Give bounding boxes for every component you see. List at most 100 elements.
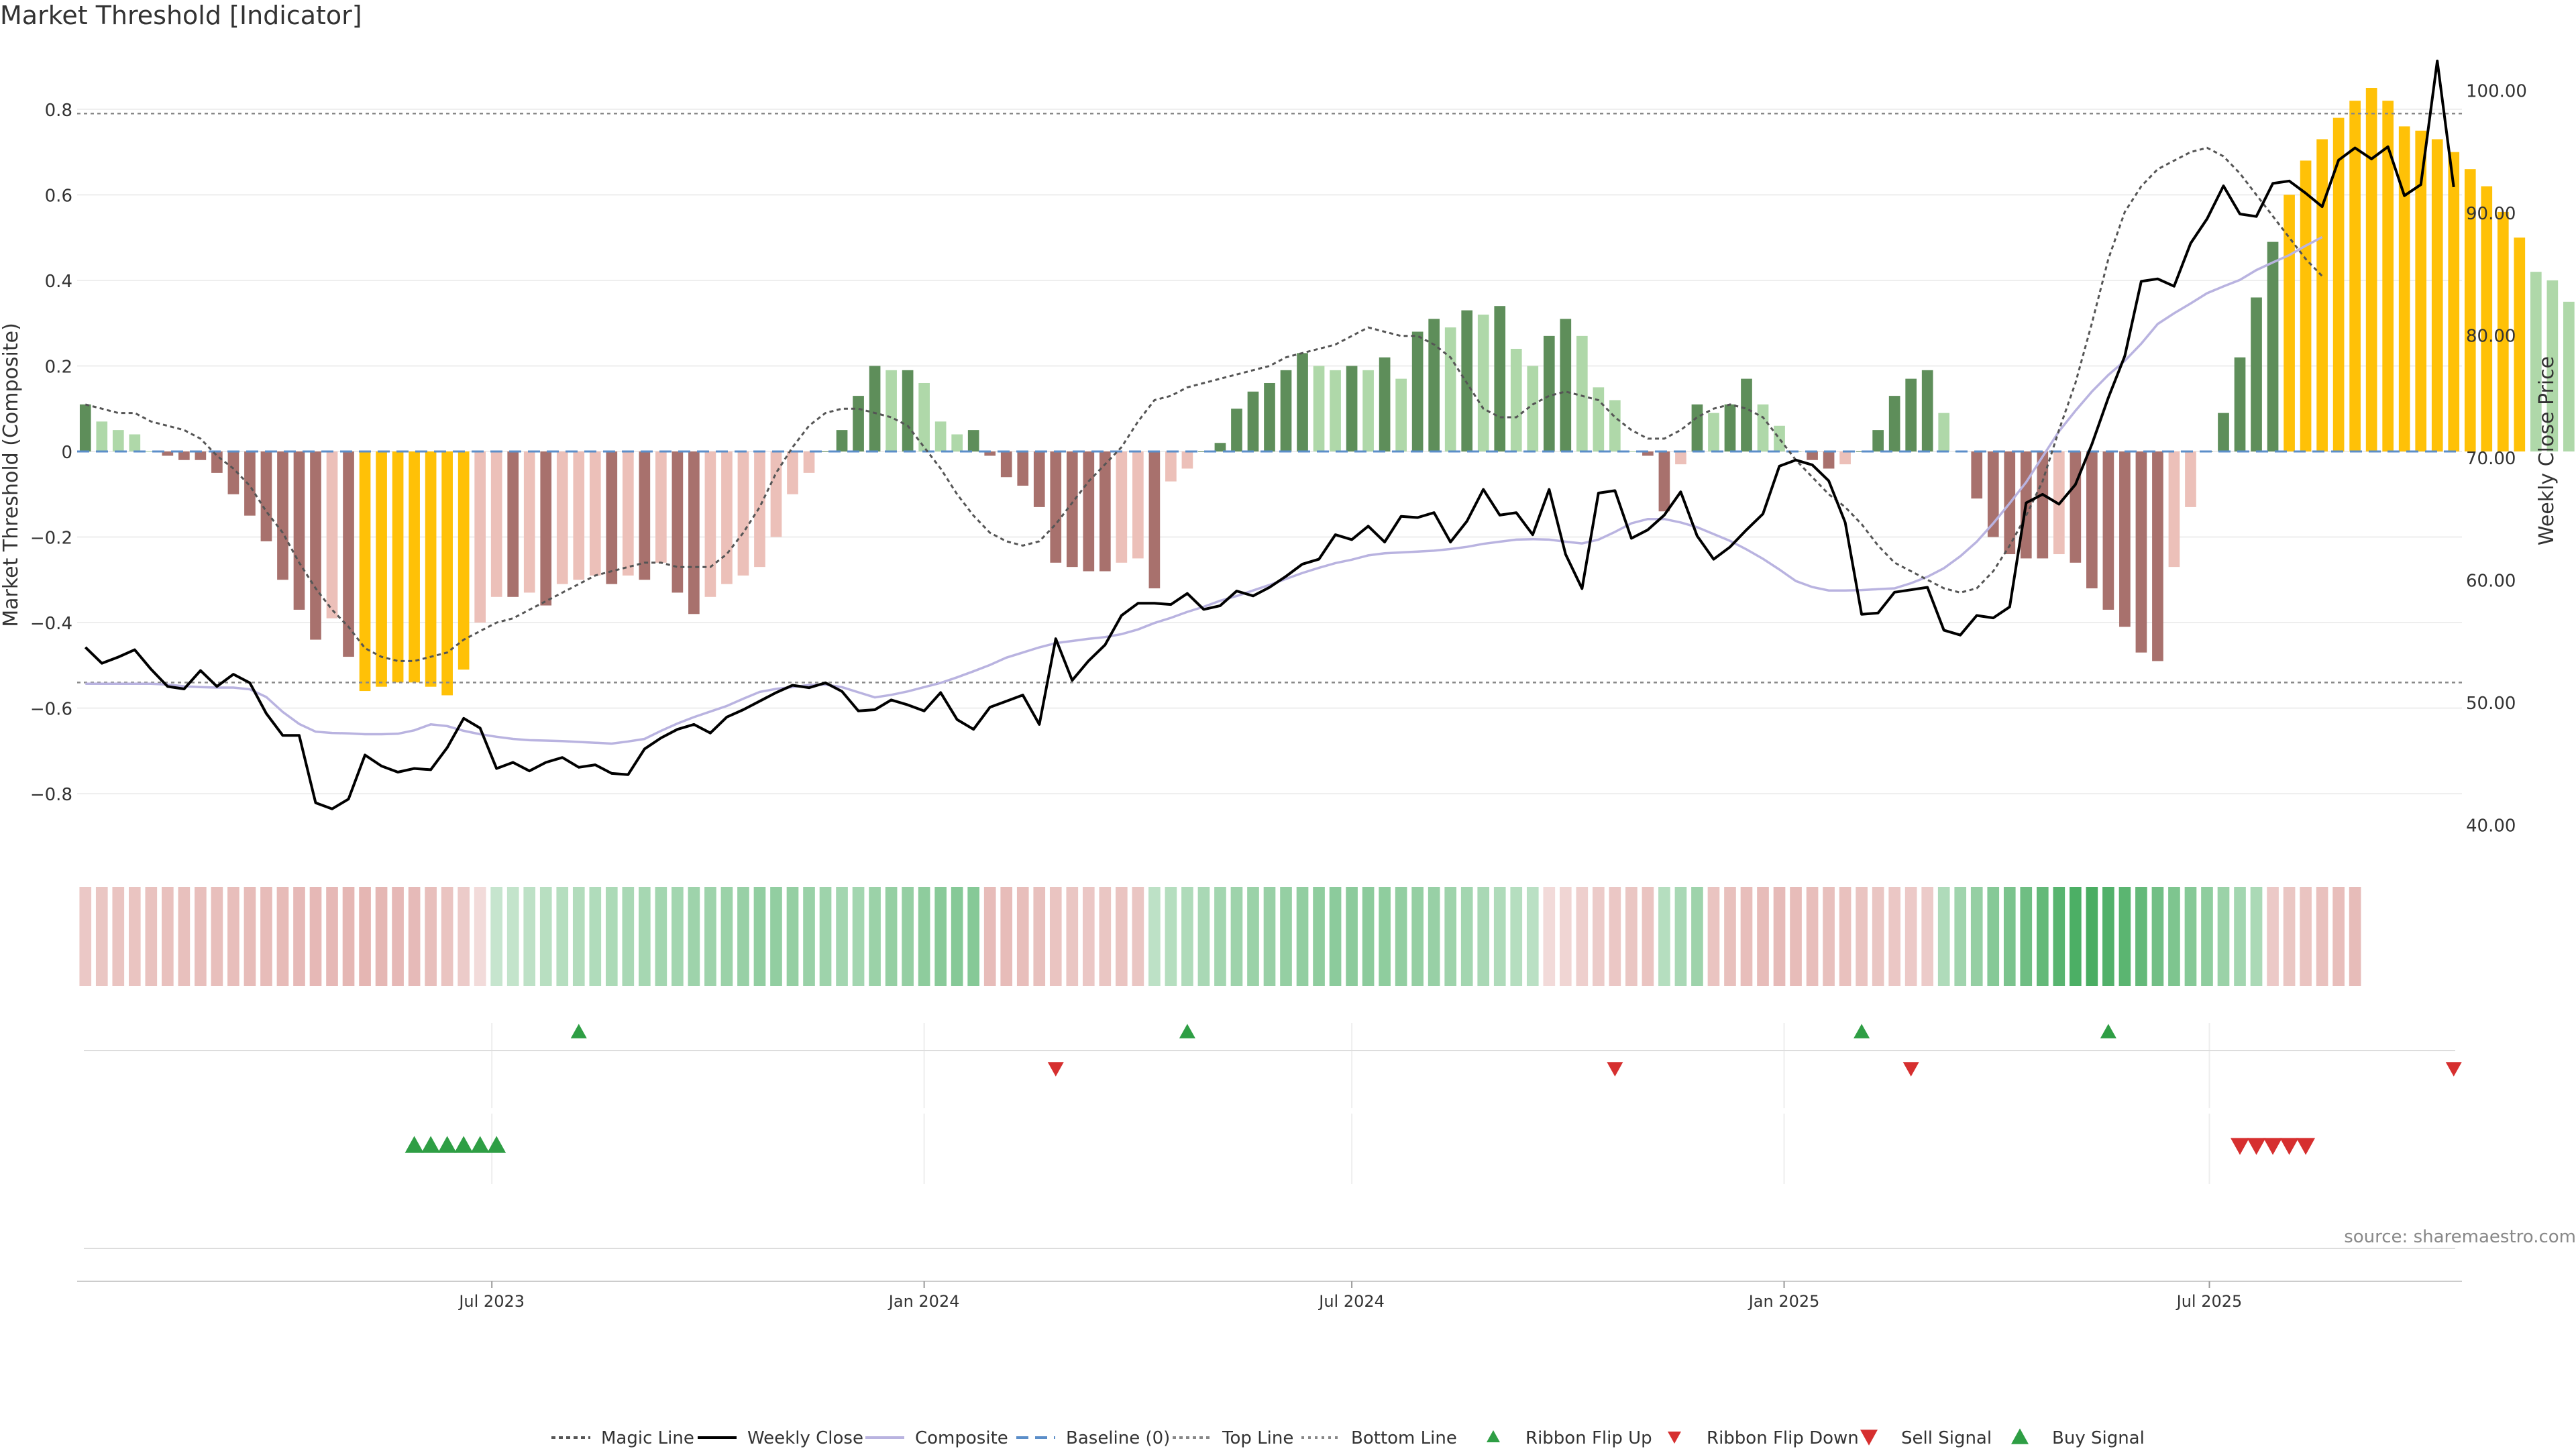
- composite-bar: [754, 451, 765, 568]
- ribbon-cell: [836, 887, 848, 986]
- y-tick-label: 0.2: [45, 357, 72, 377]
- ribbon-cell: [1790, 887, 1802, 986]
- composite-bar: [1938, 413, 1950, 451]
- ribbon-cell: [1904, 887, 1917, 986]
- y-tick-label: 0.8: [45, 101, 72, 121]
- ribbon-cell: [1543, 887, 1556, 986]
- composite-bar: [2546, 280, 2559, 451]
- ribbon-cell: [1411, 887, 1424, 986]
- ribbon-cell: [2217, 887, 2230, 986]
- composite-bar: [2119, 451, 2131, 627]
- ribbon-cell: [1148, 887, 1161, 986]
- ribbon-cell: [1937, 887, 1950, 986]
- ribbon-cell: [918, 887, 930, 986]
- composite-bar: [1839, 451, 1851, 465]
- composite-bar: [1987, 451, 1999, 537]
- composite-bar: [770, 451, 782, 537]
- composite-bar: [1576, 335, 1588, 451]
- ribbon-cell: [2003, 887, 2016, 986]
- y2-tick-label: 40.00: [2466, 816, 2516, 837]
- composite-bar: [1395, 378, 1407, 451]
- ribbon-cell: [1165, 887, 1177, 986]
- composite-bar: [672, 451, 684, 593]
- ribbon-cell: [1526, 887, 1539, 986]
- composite-bar: [1050, 451, 1062, 563]
- composite-bar: [606, 451, 618, 584]
- ribbon-cell: [1214, 887, 1226, 986]
- buy-signal-marker: [454, 1136, 474, 1153]
- composite-bar: [1231, 409, 1242, 451]
- ribbon-cell: [869, 887, 881, 986]
- ribbon-flip-down-marker: [2445, 1062, 2462, 1077]
- ribbon-cell: [145, 887, 158, 986]
- ribbon-cell: [589, 887, 602, 986]
- legend-label: Magic Line: [601, 1428, 694, 1448]
- ribbon-cell: [885, 887, 898, 986]
- ribbon-cell: [1856, 887, 1868, 986]
- ribbon-cell: [112, 887, 125, 986]
- y2-tick-label: 60.00: [2466, 572, 2516, 592]
- legend-label: Sell Signal: [1901, 1428, 1992, 1448]
- ribbon-cell: [1707, 887, 1720, 986]
- composite-bar: [2086, 451, 2098, 589]
- composite-bar: [260, 451, 272, 541]
- composite-bar: [211, 451, 223, 473]
- ribbon-cell: [1329, 887, 1342, 986]
- ribbon-cell: [506, 887, 519, 986]
- legend-label: Composite: [915, 1428, 1008, 1448]
- ribbon-cell: [1773, 887, 1786, 986]
- ribbon-cell: [408, 887, 421, 986]
- composite-bar: [1132, 451, 1144, 559]
- composite-bar: [2168, 451, 2180, 568]
- composite-bar: [1609, 400, 1621, 451]
- composite-bar: [639, 451, 651, 580]
- y-tick-label: 0.6: [45, 186, 72, 206]
- composite-bar: [1165, 451, 1177, 482]
- ribbon-cell: [770, 887, 782, 986]
- composite-bar: [918, 382, 930, 451]
- ribbon-cell: [1559, 887, 1572, 986]
- composite-bar: [1214, 443, 1226, 451]
- composite-bar: [2497, 211, 2509, 451]
- ribbon-cell: [195, 887, 207, 986]
- ribbon-cell: [1806, 887, 1819, 986]
- ribbon-cell: [1230, 887, 1243, 986]
- composite-bar: [490, 451, 502, 597]
- composite-bar: [129, 434, 141, 451]
- composite-bar: [2481, 186, 2493, 451]
- ribbon-cell: [983, 887, 996, 986]
- ribbon-flip-up-marker: [1854, 1024, 1870, 1038]
- composite-bar: [392, 451, 404, 683]
- composite-bar: [2102, 451, 2114, 610]
- ribbon-cell: [2151, 887, 2164, 986]
- composite-bar: [162, 451, 174, 456]
- buy-signal-marker: [487, 1136, 506, 1153]
- ribbon-cell: [2168, 887, 2180, 986]
- composite-bar: [1461, 310, 1473, 451]
- composite-bar: [1593, 387, 1605, 451]
- ribbon-cell: [1099, 887, 1112, 986]
- ribbon-cell: [1593, 887, 1605, 986]
- composite-bar: [1691, 404, 1703, 451]
- composite-bar: [1807, 451, 1818, 460]
- ribbon-cell: [474, 887, 486, 986]
- ribbon-cell: [2316, 887, 2328, 986]
- legend-swatch: [1487, 1430, 1500, 1442]
- ribbon-cell: [211, 887, 223, 986]
- ribbon-cell: [1674, 887, 1687, 986]
- composite-bar: [737, 451, 749, 576]
- composite-bar: [934, 421, 947, 451]
- ribbon-cell: [753, 887, 766, 986]
- ribbon-cell: [1313, 887, 1325, 986]
- composite-bar: [1346, 366, 1358, 451]
- ribbon-cell: [2300, 887, 2312, 986]
- composite-bar: [310, 451, 321, 640]
- ribbon-cell: [1823, 887, 1835, 986]
- ribbon-cell: [704, 887, 716, 986]
- composite-bar: [2135, 451, 2147, 653]
- ribbon-cell: [786, 887, 799, 986]
- composite-bar: [902, 370, 914, 451]
- composite-bar: [2514, 237, 2526, 451]
- ribbon-cell: [2118, 887, 2131, 986]
- ribbon-cell: [79, 887, 92, 986]
